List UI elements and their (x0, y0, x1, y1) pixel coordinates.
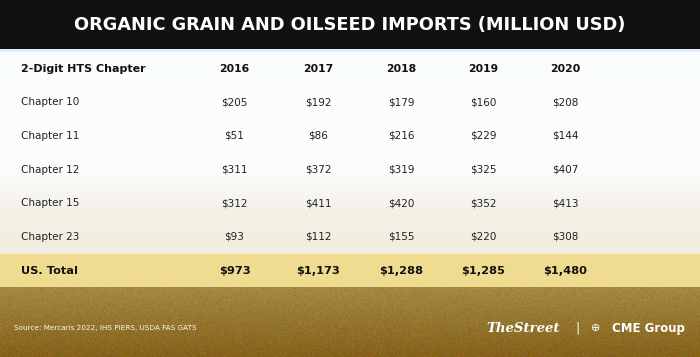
Text: $160: $160 (470, 97, 496, 107)
Text: $216: $216 (388, 131, 414, 141)
Text: 2018: 2018 (386, 64, 416, 74)
Text: 2016: 2016 (219, 64, 250, 74)
Text: $973: $973 (218, 266, 251, 276)
Text: ⊕: ⊕ (592, 323, 601, 333)
Text: $208: $208 (552, 97, 579, 107)
Text: $86: $86 (309, 131, 328, 141)
Text: TheStreet: TheStreet (486, 322, 560, 335)
Bar (0, 52, 700, 287)
Text: Chapter 12: Chapter 12 (21, 165, 79, 175)
Text: $93: $93 (225, 232, 244, 242)
Text: $352: $352 (470, 198, 496, 208)
Text: $179: $179 (388, 97, 414, 107)
Text: 2-Digit HTS Chapter: 2-Digit HTS Chapter (21, 64, 146, 74)
Text: $229: $229 (470, 131, 496, 141)
Text: 2017: 2017 (303, 64, 334, 74)
Text: |: | (575, 322, 580, 335)
Text: CME Group: CME Group (612, 322, 685, 335)
Text: $319: $319 (388, 165, 414, 175)
Text: Chapter 10: Chapter 10 (21, 97, 79, 107)
Text: $112: $112 (305, 232, 332, 242)
Text: $325: $325 (470, 165, 496, 175)
Text: $155: $155 (388, 232, 414, 242)
Text: 2019: 2019 (468, 64, 498, 74)
Text: $51: $51 (225, 131, 244, 141)
Text: Source: Mercaris 2022, IHS PIERS, USDA FAS GATS: Source: Mercaris 2022, IHS PIERS, USDA F… (14, 326, 197, 331)
Text: Chapter 11: Chapter 11 (21, 131, 79, 141)
Text: $311: $311 (221, 165, 248, 175)
Text: $192: $192 (305, 97, 332, 107)
Text: $205: $205 (221, 97, 248, 107)
Text: $220: $220 (470, 232, 496, 242)
Text: US. Total: US. Total (21, 266, 78, 276)
Text: $411: $411 (305, 198, 332, 208)
Text: $1,173: $1,173 (297, 266, 340, 276)
Text: $1,480: $1,480 (544, 266, 587, 276)
Text: $308: $308 (552, 232, 579, 242)
Text: $144: $144 (552, 131, 579, 141)
Text: Chapter 15: Chapter 15 (21, 198, 79, 208)
Text: $1,288: $1,288 (379, 266, 423, 276)
Bar (0, 254, 700, 287)
Text: Chapter 23: Chapter 23 (21, 232, 79, 242)
Text: $312: $312 (221, 198, 248, 208)
Text: $1,285: $1,285 (461, 266, 505, 276)
Text: ORGANIC GRAIN AND OILSEED IMPORTS (MILLION USD): ORGANIC GRAIN AND OILSEED IMPORTS (MILLI… (74, 16, 626, 34)
Bar (0, 0, 700, 49)
Text: 2020: 2020 (550, 64, 581, 74)
Text: $420: $420 (388, 198, 414, 208)
Text: $407: $407 (552, 165, 579, 175)
Text: $372: $372 (305, 165, 332, 175)
Text: $413: $413 (552, 198, 579, 208)
